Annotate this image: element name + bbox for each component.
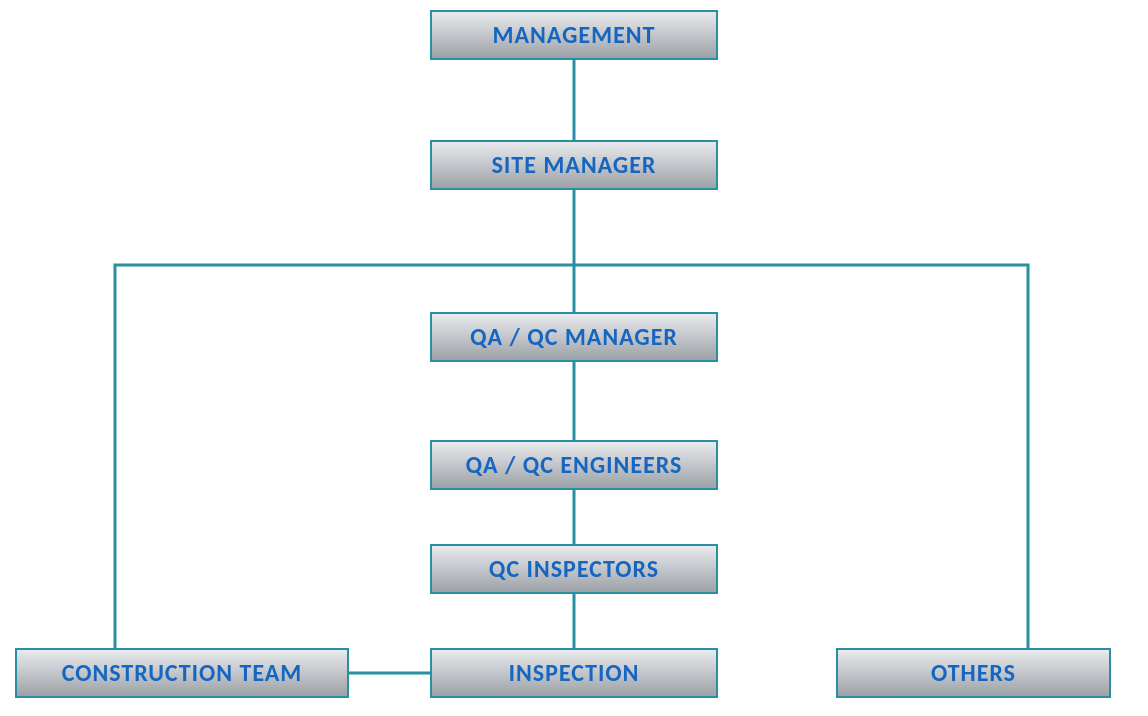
node-qc_inspectors: QC INSPECTORS [430,544,718,594]
node-management: MANAGEMENT [430,10,718,60]
node-others: OTHERS [836,648,1111,698]
node-label: SITE MANAGER [492,151,657,180]
node-label: MANAGEMENT [493,21,656,50]
node-label: OTHERS [931,659,1016,688]
node-label: CONSTRUCTION TEAM [62,659,303,688]
node-qaqc_manager: QA / QC MANAGER [430,312,718,362]
org-chart: MANAGEMENT SITE MANAGER QA / QC MANAGER QA … [0,0,1148,716]
node-label: QA / QC MANAGER [470,323,678,352]
node-label: QA / QC ENGINEERS [466,451,683,480]
node-qaqc_engineers: QA / QC ENGINEERS [430,440,718,490]
node-inspection: INSPECTION [430,648,718,698]
node-construction: CONSTRUCTION TEAM [15,648,349,698]
node-label: QC INSPECTORS [489,555,659,584]
node-label: INSPECTION [509,659,640,688]
node-site_manager: SITE MANAGER [430,140,718,190]
